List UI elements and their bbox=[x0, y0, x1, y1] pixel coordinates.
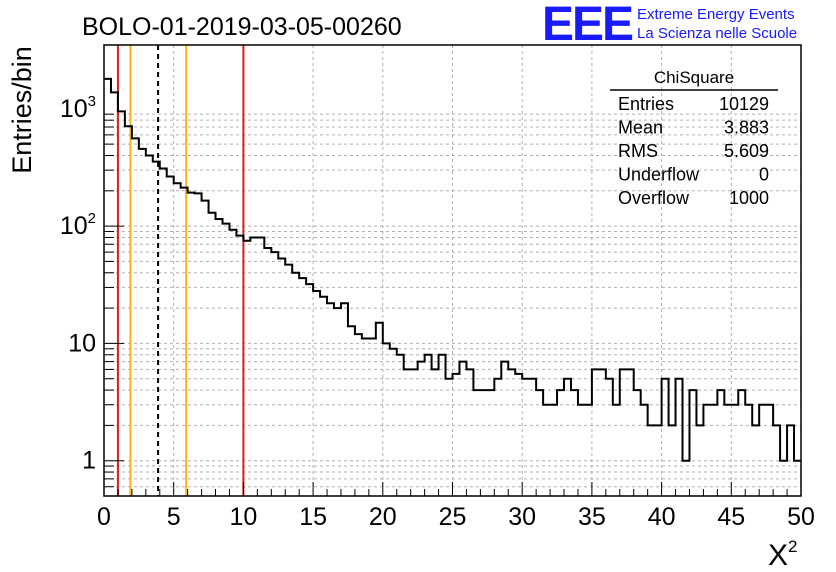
x-tick-labels: 0 5 10 15 20 25 30 35 40 45 50 bbox=[97, 503, 815, 531]
y-tick-label: 103 bbox=[60, 93, 96, 123]
stats-row-label: Overflow bbox=[618, 188, 690, 208]
x-axis-label-exponent: 2 bbox=[788, 537, 797, 556]
stats-row-label: Underflow bbox=[618, 165, 700, 185]
y-tick-label-base: 10 bbox=[68, 329, 96, 357]
grid-layer bbox=[104, 45, 801, 496]
x-axis-label-base: X bbox=[768, 539, 788, 572]
y-tick-label: 10 bbox=[68, 329, 96, 357]
stats-row-value: 10129 bbox=[719, 94, 769, 114]
stats-rows: Entries 10129 Mean 3.883 RMS 5.609 Underflow 0 O… bbox=[618, 94, 769, 208]
y-tick-label-base: 1 bbox=[82, 447, 96, 475]
y-tick-label: 102 bbox=[60, 210, 96, 240]
stats-row-value: 0 bbox=[759, 165, 769, 185]
x-tick-label: 20 bbox=[369, 503, 397, 531]
org-name-line2: La Scienza nelle Scuole bbox=[637, 25, 797, 42]
x-tick-label: 35 bbox=[578, 503, 606, 531]
x-tick-label: 10 bbox=[229, 503, 257, 531]
y-tick-label-exponent: 3 bbox=[88, 93, 96, 110]
y-tick-label-exponent: 2 bbox=[88, 210, 96, 227]
x-axis-label: X2 bbox=[768, 537, 797, 572]
stats-row-value: 5.609 bbox=[724, 141, 769, 161]
x-tick-label: 45 bbox=[717, 503, 745, 531]
x-tick-label: 15 bbox=[299, 503, 327, 531]
x-tick-label: 0 bbox=[97, 503, 111, 531]
vertical-markers bbox=[116, 45, 245, 496]
y-tick-label: 1 bbox=[82, 447, 96, 475]
x-tick-label: 30 bbox=[508, 503, 536, 531]
stats-row-label: Entries bbox=[618, 94, 674, 114]
y-axis-label: Entries/bin bbox=[7, 46, 37, 174]
x-tick-label: 5 bbox=[167, 503, 181, 531]
y-tick-label-base: 10 bbox=[60, 95, 88, 123]
y-tick-label-base: 10 bbox=[60, 212, 88, 240]
run-title: BOLO-01-2019-03-05-00260 bbox=[82, 13, 402, 41]
x-tick-label: 40 bbox=[648, 503, 676, 531]
stats-box: ChiSquare Entries 10129 Mean 3.883 RMS 5.609 U… bbox=[610, 68, 778, 208]
histogram-line bbox=[104, 77, 801, 462]
eee-logo: EEE bbox=[542, 0, 633, 51]
axis-ticks bbox=[103, 113, 802, 497]
plot-frame bbox=[103, 44, 802, 497]
x-tick-label: 25 bbox=[439, 503, 467, 531]
x-tick-label: 50 bbox=[787, 503, 815, 531]
stats-title: ChiSquare bbox=[654, 68, 734, 87]
stats-row-value: 1000 bbox=[729, 188, 769, 208]
org-name-line1: Extreme Energy Events bbox=[637, 6, 795, 23]
stats-row-label: Mean bbox=[618, 118, 663, 138]
stats-row-label: RMS bbox=[618, 141, 658, 161]
stats-row-value: 3.883 bbox=[724, 118, 769, 138]
